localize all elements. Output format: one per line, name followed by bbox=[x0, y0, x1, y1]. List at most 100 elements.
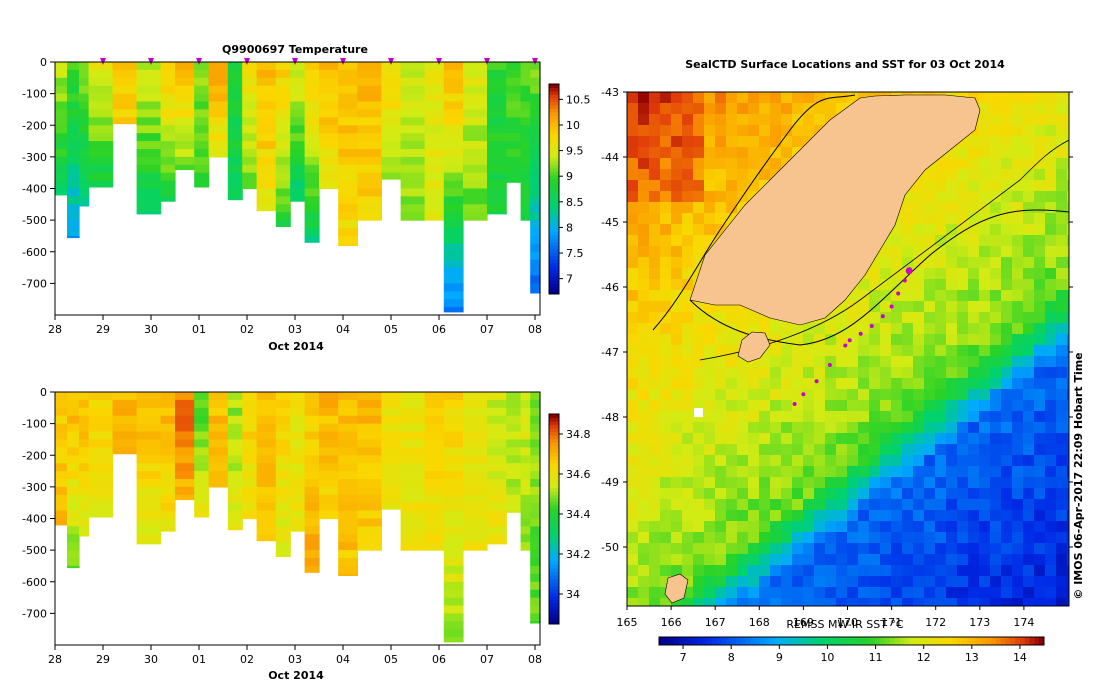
sst-cell bbox=[1045, 411, 1057, 423]
colorbar-swatch bbox=[549, 491, 559, 495]
profile-cell bbox=[194, 62, 210, 71]
sst-cell bbox=[737, 477, 749, 489]
profile-cell bbox=[175, 93, 195, 103]
sst-cell bbox=[1023, 367, 1035, 379]
colorbar-swatch bbox=[549, 575, 559, 579]
colorbar-tick-label: 10.5 bbox=[566, 93, 591, 106]
sst-cell bbox=[759, 147, 771, 159]
sst-cell bbox=[649, 400, 661, 412]
profile-cell bbox=[400, 471, 426, 480]
sst-cell bbox=[979, 301, 991, 313]
profile-cell bbox=[338, 502, 358, 512]
profile-cell bbox=[67, 62, 80, 71]
sst-cell bbox=[649, 521, 661, 533]
profile-cell bbox=[275, 93, 291, 103]
sst-cell bbox=[957, 400, 969, 412]
colorbar-swatch bbox=[549, 512, 559, 516]
sst-cell bbox=[660, 422, 672, 434]
sst-cell bbox=[957, 345, 969, 357]
sst-cell bbox=[1023, 290, 1035, 302]
profile-cell bbox=[530, 77, 541, 87]
sst-cell bbox=[957, 565, 969, 577]
profile-cell bbox=[275, 392, 291, 401]
sst-cell bbox=[1067, 510, 1069, 522]
sst-cell bbox=[726, 136, 738, 148]
sst-cell bbox=[737, 587, 749, 599]
sst-cell bbox=[660, 136, 672, 148]
profile-cell bbox=[357, 93, 382, 103]
profile-cell bbox=[55, 392, 68, 401]
sst-cell bbox=[704, 312, 716, 324]
profile-cell bbox=[520, 196, 531, 205]
depth-tick-label: 0 bbox=[40, 386, 47, 399]
sst-colorbar-swatch bbox=[764, 637, 771, 645]
profile-cell bbox=[520, 172, 531, 182]
sst-cell bbox=[770, 466, 782, 478]
profile-cell bbox=[338, 243, 358, 246]
profile-cell bbox=[400, 164, 426, 174]
sst-cell bbox=[803, 334, 815, 346]
sst-cell bbox=[836, 488, 848, 500]
profile-cell bbox=[443, 479, 464, 488]
colorbar-swatch bbox=[549, 606, 559, 611]
sst-cell bbox=[682, 301, 694, 313]
sst-cell bbox=[748, 477, 760, 489]
sst-cell bbox=[913, 235, 925, 247]
profile-cell bbox=[443, 164, 464, 174]
profile-cell bbox=[256, 415, 277, 425]
lon-tick-label: 168 bbox=[749, 616, 770, 629]
sst-cell bbox=[627, 312, 639, 324]
sst-cell bbox=[869, 576, 881, 588]
lat-tick-label: -48 bbox=[601, 411, 619, 424]
sst-cell bbox=[1012, 521, 1024, 533]
sst-cell bbox=[1045, 312, 1057, 324]
sst-cell bbox=[737, 576, 749, 588]
sst-cell bbox=[748, 422, 760, 434]
sst-cell bbox=[1034, 389, 1046, 401]
profile-cell bbox=[67, 125, 80, 134]
sst-cell bbox=[1067, 554, 1069, 566]
sst-cell bbox=[968, 147, 980, 159]
seal-location bbox=[880, 314, 885, 319]
sst-cell bbox=[1034, 213, 1046, 225]
sst-colorbar-swatch bbox=[808, 637, 814, 645]
profile-cell bbox=[160, 69, 176, 79]
sst-cell bbox=[704, 92, 716, 104]
sst-cell bbox=[759, 510, 771, 522]
profile-cell bbox=[136, 204, 162, 213]
sst-cell bbox=[880, 587, 892, 599]
colorbar-swatch bbox=[549, 136, 559, 141]
sst-cell bbox=[748, 147, 760, 159]
sst-cell bbox=[814, 400, 826, 412]
sst-cell bbox=[847, 466, 859, 478]
sst-cell bbox=[946, 554, 958, 566]
profile-cell bbox=[520, 439, 531, 448]
profile-cell bbox=[424, 494, 445, 504]
profile-cell bbox=[227, 415, 243, 425]
sst-cell bbox=[935, 532, 947, 544]
colorbar-swatch bbox=[549, 557, 559, 562]
profile-cell bbox=[443, 188, 464, 197]
sst-cell bbox=[1001, 312, 1013, 324]
profile-cell bbox=[194, 399, 210, 409]
sst-cell bbox=[671, 466, 683, 478]
sst-cell bbox=[891, 521, 903, 533]
sst-cell bbox=[858, 598, 870, 606]
profile-cell bbox=[487, 188, 507, 197]
profile-cell bbox=[424, 542, 445, 551]
profile-cell bbox=[136, 471, 162, 480]
sst-cell bbox=[748, 433, 760, 445]
sst-cell bbox=[825, 455, 837, 467]
sst-cell bbox=[858, 488, 870, 500]
sst-cell bbox=[924, 257, 936, 269]
sst-cell bbox=[1023, 455, 1035, 467]
sst-cell bbox=[946, 378, 958, 390]
sst-cell bbox=[660, 202, 672, 214]
profile-cell bbox=[520, 188, 531, 197]
profile-cell bbox=[136, 526, 162, 535]
profile-cell bbox=[227, 62, 243, 71]
profile-cell bbox=[487, 518, 507, 527]
sst-cell bbox=[792, 433, 804, 445]
profile-cell bbox=[242, 101, 258, 110]
sst-cell bbox=[880, 334, 892, 346]
